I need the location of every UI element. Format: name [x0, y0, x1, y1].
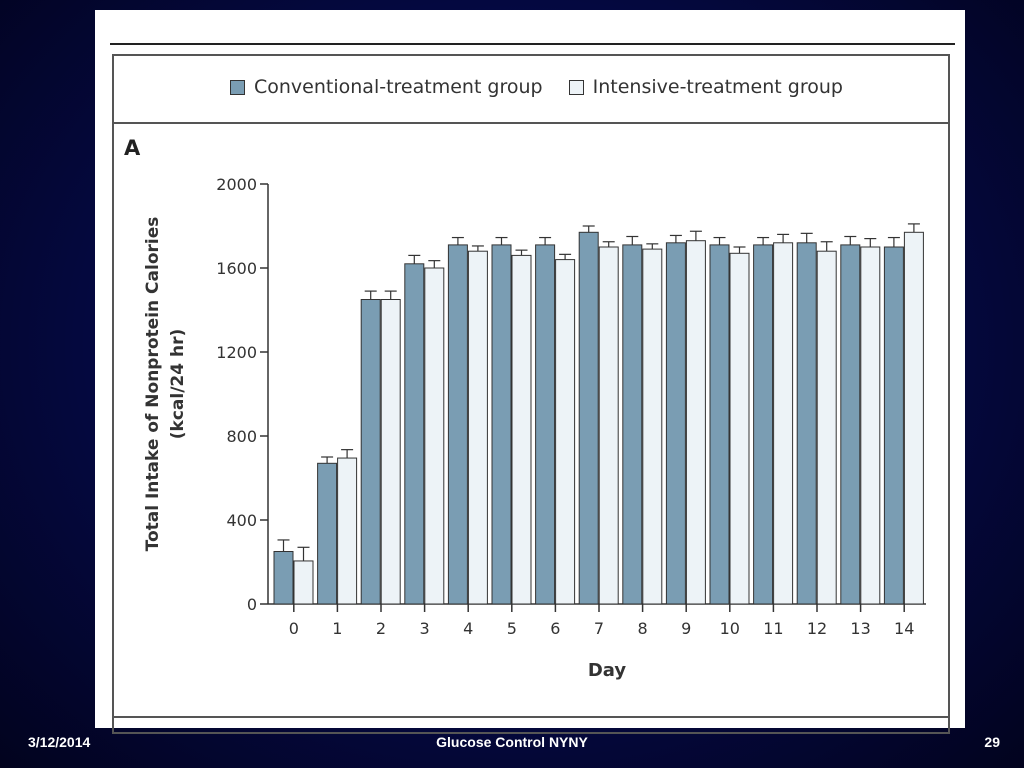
y-tick-label: 1600: [216, 259, 257, 278]
legend-divider: [114, 122, 948, 124]
bar-intensive: [642, 248, 663, 605]
bar-conventional: [753, 244, 774, 605]
x-tick-label: 12: [807, 619, 827, 638]
legend-item-conventional: Conventional-treatment group: [230, 76, 543, 98]
bar-conventional: [578, 231, 599, 605]
bar-conventional: [665, 242, 686, 605]
bar-intensive: [816, 250, 837, 605]
bar-conventional: [535, 244, 556, 605]
bar-conventional: [796, 242, 817, 605]
bar-conventional: [622, 244, 643, 605]
legend-swatch-intensive: [568, 79, 584, 95]
bar-conventional: [317, 462, 338, 605]
bar-conventional: [447, 244, 468, 605]
x-tick-label: 13: [850, 619, 870, 638]
y-tick-label: 800: [226, 427, 257, 446]
bar-intensive: [424, 267, 445, 605]
chart-bars: [273, 223, 924, 605]
y-tick-label: 2000: [216, 175, 257, 194]
bar-conventional: [709, 244, 730, 605]
figure-frame: [112, 54, 950, 734]
x-tick-label: 0: [289, 619, 299, 638]
x-tick-label: 2: [376, 619, 386, 638]
y-tick-label: 400: [226, 511, 257, 530]
footer-page-number: 29: [984, 734, 1000, 750]
figure-bottom-rule: [114, 716, 948, 718]
x-tick-label: 1: [332, 619, 342, 638]
bar-intensive: [685, 240, 706, 605]
legend-label-conventional: Conventional-treatment group: [254, 76, 543, 98]
figure-top-rule: [110, 43, 955, 45]
bar-intensive: [293, 560, 314, 605]
y-axis-label-line: (kcal/24 hr): [168, 329, 188, 440]
chart-legend: Conventional-treatment group Intensive-t…: [230, 76, 869, 98]
y-axis-label-line: Total Intake of Nonprotein Calories: [143, 217, 163, 552]
x-tick-label: 4: [463, 619, 473, 638]
x-tick-label: 5: [507, 619, 517, 638]
bar-intensive: [773, 242, 794, 605]
legend-item-intensive: Intensive-treatment group: [568, 76, 843, 98]
bar-intensive: [598, 246, 619, 605]
x-axis-label: Day: [588, 660, 627, 681]
x-tick-label: 11: [763, 619, 783, 638]
bar-conventional: [491, 244, 512, 605]
x-tick-label: 7: [594, 619, 604, 638]
bar-intensive: [467, 250, 488, 605]
footer-date: 3/12/2014: [28, 734, 91, 750]
bar-intensive: [555, 259, 576, 605]
bar-intensive: [511, 254, 532, 605]
y-tick-label: 1200: [216, 343, 257, 362]
legend-label-intensive: Intensive-treatment group: [592, 76, 843, 98]
x-tick-label: 10: [720, 619, 740, 638]
bar-intensive: [729, 252, 750, 605]
y-tick-label: 0: [247, 595, 257, 614]
footer-title: Glucose Control NYNY: [436, 734, 588, 750]
bar-conventional: [840, 244, 861, 605]
x-tick-label: 3: [420, 619, 430, 638]
bar-conventional: [273, 551, 294, 605]
bar-conventional: [883, 246, 904, 605]
x-tick-label: 9: [681, 619, 691, 638]
bar-conventional: [404, 263, 425, 605]
bar-conventional: [360, 299, 381, 605]
bar-intensive: [903, 231, 924, 605]
bar-intensive: [860, 246, 881, 605]
panel-label: A: [124, 136, 141, 160]
bar-intensive: [380, 299, 401, 605]
x-tick-label: 6: [550, 619, 560, 638]
legend-swatch-conventional: [230, 79, 245, 95]
bar-intensive: [337, 457, 358, 605]
x-tick-label: 14: [894, 619, 914, 638]
x-tick-label: 8: [638, 619, 648, 638]
